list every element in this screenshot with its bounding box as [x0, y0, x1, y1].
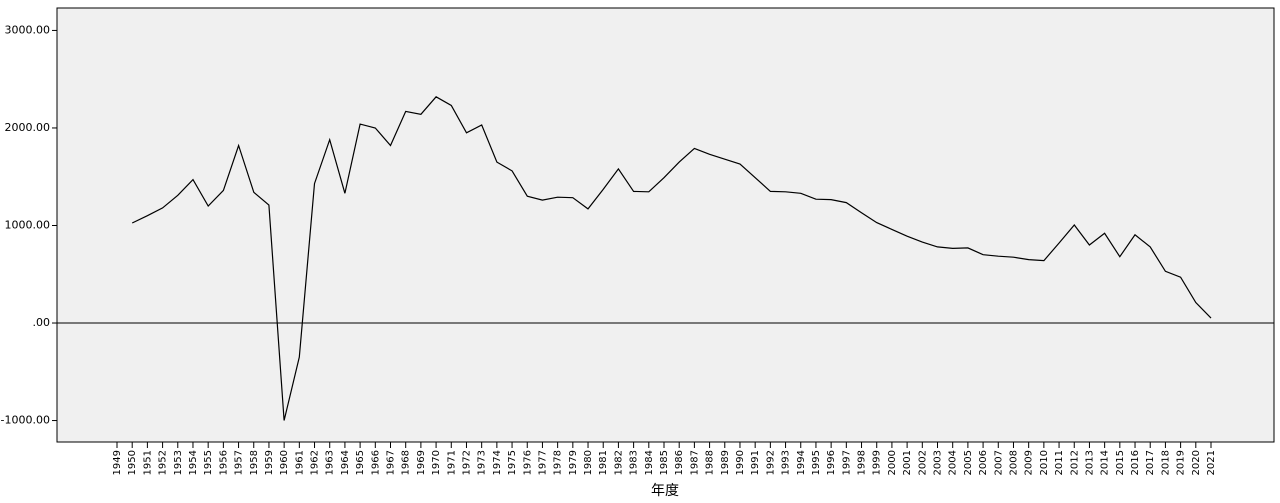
- x-tick-label: 1989: [720, 450, 731, 475]
- x-tick-label: 1977: [537, 450, 548, 475]
- x-tick-label: 2020: [1191, 450, 1202, 475]
- x-tick-label: 1979: [568, 450, 579, 475]
- x-tick-label: 1971: [446, 450, 457, 475]
- x-tick-label: 1988: [705, 450, 716, 475]
- y-tick-label: 2000.00: [5, 121, 51, 134]
- x-tick-label: 2021: [1206, 450, 1217, 475]
- x-tick-label: 1967: [386, 450, 397, 475]
- x-tick-label: 1949: [112, 450, 123, 475]
- x-tick-label: 1968: [401, 450, 412, 475]
- x-tick-label: 1972: [461, 450, 472, 475]
- x-tick-label: 2000: [887, 450, 898, 475]
- x-tick-label: 1955: [203, 450, 214, 475]
- x-tick-label: 1951: [142, 450, 153, 475]
- y-tick-label: 1000.00: [5, 218, 51, 231]
- x-tick-label: 1973: [477, 450, 488, 475]
- x-tick-label: 1959: [264, 450, 275, 475]
- x-tick-label: 1978: [553, 450, 564, 475]
- x-tick-label: 2017: [1145, 450, 1156, 475]
- x-tick-label: 1983: [629, 450, 640, 475]
- x-tick-label: 2009: [1024, 450, 1035, 475]
- x-tick-label: 2008: [1008, 450, 1019, 475]
- x-tick-label: 1998: [857, 450, 868, 475]
- x-tick-label: 1993: [781, 450, 792, 475]
- x-tick-label: 1950: [127, 450, 138, 475]
- x-tick-label: 1952: [158, 450, 169, 475]
- x-tick-label: 2006: [978, 450, 989, 475]
- x-tick-label: 1982: [613, 450, 624, 475]
- x-tick-label: 1974: [492, 450, 503, 475]
- x-tick-label: 1994: [796, 450, 807, 475]
- x-tick-label: 1961: [294, 450, 305, 475]
- x-tick-label: 1984: [644, 450, 655, 475]
- x-tick-label: 2012: [1069, 450, 1080, 475]
- x-tick-label: 2003: [933, 450, 944, 475]
- x-tick-label: 2007: [993, 450, 1004, 475]
- x-tick-label: 1969: [416, 450, 427, 475]
- x-tick-label: 2010: [1039, 450, 1050, 475]
- x-tick-label: 1992: [765, 450, 776, 475]
- x-tick-label: 1980: [583, 450, 594, 475]
- plot-area: [56, 7, 1275, 443]
- x-tick-label: 2018: [1160, 450, 1171, 475]
- x-tick-label: 2015: [1115, 450, 1126, 475]
- y-tick-label: .00: [33, 316, 51, 329]
- x-tick-label: 2011: [1054, 450, 1065, 475]
- x-tick-label: 1999: [872, 450, 883, 475]
- data-line: [131, 96, 1212, 421]
- x-axis-title: 年度: [651, 483, 679, 499]
- x-tick-label: 2002: [917, 450, 928, 475]
- y-tick-label: 3000.00: [5, 23, 51, 36]
- x-tick-label: 2001: [902, 450, 913, 475]
- x-tick-label: 1981: [598, 450, 609, 475]
- x-tick-label: 1987: [689, 450, 700, 475]
- x-tick-label: 1995: [811, 450, 822, 475]
- x-tick-label: 1960: [279, 450, 290, 475]
- x-tick-label: 1964: [340, 450, 351, 475]
- x-tick-label: 1962: [310, 450, 321, 475]
- x-tick-label: 2005: [963, 450, 974, 475]
- x-tick-label: 2019: [1176, 450, 1187, 475]
- x-tick-label: 1957: [234, 450, 245, 475]
- x-tick-label: 1986: [674, 450, 685, 475]
- x-tick-label: 1954: [188, 450, 199, 475]
- x-tick-label: 1975: [507, 450, 518, 475]
- x-tick-label: 1956: [218, 450, 229, 475]
- x-tick-label: 1953: [173, 450, 184, 475]
- x-tick-label: 1991: [750, 450, 761, 475]
- x-tick-label: 1970: [431, 450, 442, 475]
- x-tick-label: 1996: [826, 450, 837, 475]
- y-tick-label: -1000.00: [1, 414, 50, 427]
- x-tick-label: 2013: [1084, 450, 1095, 475]
- x-tick-label: 1963: [325, 450, 336, 475]
- x-tick-label: 1985: [659, 450, 670, 475]
- x-tick-label: 1990: [735, 450, 746, 475]
- x-tick-label: 1966: [370, 450, 381, 475]
- x-tick-label: 1997: [841, 450, 852, 475]
- x-tick-label: 1965: [355, 450, 366, 475]
- x-tick-label: 2004: [948, 450, 959, 475]
- x-tick-label: 1976: [522, 450, 533, 475]
- x-tick-label: 1958: [249, 450, 260, 475]
- x-tick-label: 2016: [1130, 450, 1141, 475]
- x-tick-label: 2014: [1100, 450, 1111, 475]
